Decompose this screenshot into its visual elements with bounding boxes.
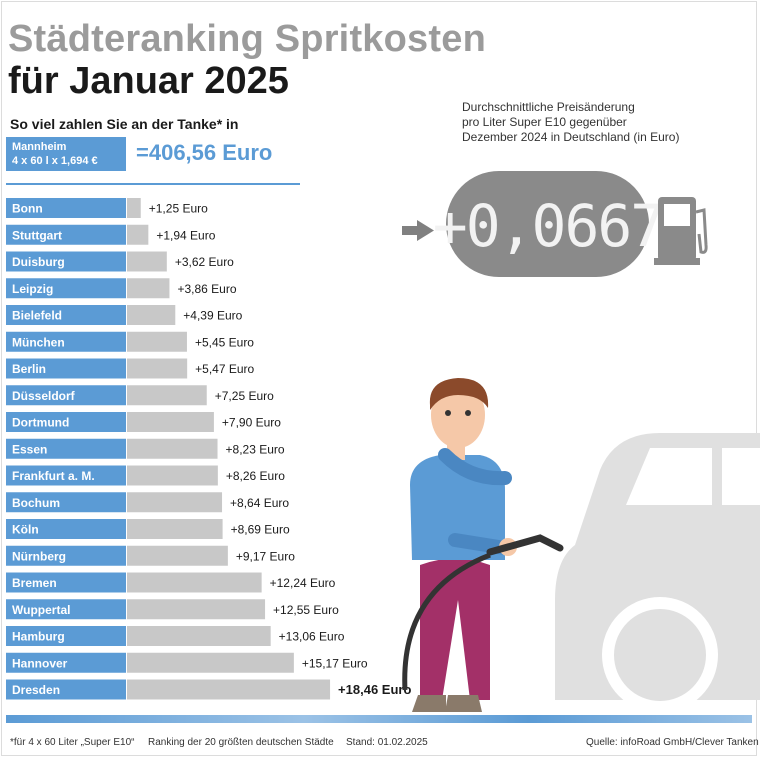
category-label: Bonn (12, 202, 43, 216)
category-label-bg (6, 305, 126, 325)
category-label: Frankfurt a. M. (12, 469, 95, 483)
value-label: +1,25 Euro (149, 202, 208, 216)
bar (127, 224, 149, 245)
category-label-bg (6, 438, 126, 459)
value-label: +8,26 Euro (226, 469, 285, 483)
category-label: München (12, 335, 65, 349)
bar (127, 278, 170, 299)
category-label-bg (6, 251, 126, 272)
category-label-bg (6, 679, 126, 700)
value-label: +15,17 Euro (302, 656, 368, 670)
category-label: Dresden (12, 683, 60, 697)
category-label-bg (6, 198, 126, 218)
bar (127, 251, 167, 272)
category-label: Düsseldorf (12, 389, 76, 403)
value-label: +8,23 Euro (226, 442, 285, 456)
date-note: Stand: 01.02.2025 (346, 737, 428, 748)
category-label: Nürnberg (12, 549, 66, 563)
value-label: +5,45 Euro (195, 335, 254, 349)
category-label-bg (6, 545, 126, 566)
title-line-1: Städteranking Spritkosten (8, 18, 486, 60)
category-label-bg (6, 465, 126, 486)
bar (127, 572, 262, 593)
value-label: +7,90 Euro (222, 416, 281, 430)
value-label: +9,17 Euro (236, 549, 295, 563)
value-label: +18,46 Euro (338, 682, 411, 697)
subtitle: So viel zahlen Sie an der Tanke* in (10, 116, 239, 132)
category-label-bg (6, 331, 126, 352)
category-label: Bremen (12, 576, 57, 590)
footnote: *für 4 x 60 Liter „Super E10“ (10, 737, 135, 748)
bar (127, 385, 207, 406)
category-label: Duisburg (12, 255, 65, 269)
category-label: Berlin (12, 362, 46, 376)
value-label: +3,86 Euro (177, 282, 236, 296)
bar (127, 626, 271, 646)
category-label: Bielefeld (12, 309, 62, 323)
value-label: +1,94 Euro (156, 228, 215, 242)
bar (127, 652, 294, 673)
category-label-bg (6, 385, 126, 406)
bar (127, 331, 187, 352)
reference-value: =406,56 Euro (136, 140, 273, 165)
caption-line-2: pro Liter Super E10 gegenüber (462, 115, 627, 129)
bar-chart: Bonn +1,25 Euro Stuttgart +1,94 Euro Duisbur… (6, 198, 411, 700)
bar (127, 519, 223, 539)
source-note: Quelle: infoRoad GmbH/Clever Tanken (586, 737, 759, 748)
category-label-bg (6, 652, 126, 673)
value-label: +7,25 Euro (215, 389, 274, 403)
category-label: Wuppertal (12, 603, 70, 617)
value-label: +13,06 Euro (279, 630, 345, 644)
caption-line-1: Durchschnittliche Preisänderung (462, 100, 635, 114)
bar (127, 679, 331, 700)
bar (127, 599, 266, 620)
category-label-bg (6, 626, 126, 646)
bar (127, 545, 228, 566)
reference-city-name: Mannheim (12, 141, 67, 153)
bar (127, 198, 141, 218)
value-label: +12,55 Euro (273, 603, 339, 617)
value-label: +8,64 Euro (230, 496, 289, 510)
category-label: Bochum (12, 496, 60, 510)
title-line-2: für Januar 2025 (8, 60, 289, 102)
category-label: Hannover (12, 656, 68, 670)
reference-formula: 4 x 60 l x 1,694 € (12, 155, 98, 167)
bar (127, 412, 214, 432)
bar (127, 305, 176, 325)
value-label: +12,24 Euro (270, 576, 336, 590)
value-label: +8,69 Euro (231, 523, 290, 537)
category-label: Leipzig (12, 282, 53, 296)
bar (127, 492, 223, 513)
category-label-bg (6, 492, 126, 513)
footer-bar (6, 715, 752, 723)
value-label: +3,62 Euro (175, 255, 234, 269)
category-label-bg (6, 572, 126, 593)
ranking-note: Ranking der 20 größten deutschen Städte (148, 737, 334, 748)
divider (6, 183, 300, 185)
bar (127, 465, 218, 486)
category-label-bg (6, 358, 126, 379)
bar (127, 438, 218, 459)
category-label: Stuttgart (12, 228, 62, 242)
category-label-bg (6, 224, 126, 245)
reference-city-box: Mannheim 4 x 60 l x 1,694 € (6, 137, 126, 171)
category-label-bg (6, 412, 126, 432)
category-label: Dortmund (12, 416, 69, 430)
category-label: Köln (12, 523, 39, 537)
category-label: Hamburg (12, 630, 65, 644)
bar (127, 358, 188, 379)
category-label: Essen (12, 442, 47, 456)
caption-line-3: Dezember 2024 in Deutschland (in Euro) (462, 130, 680, 144)
category-label-bg (6, 278, 126, 299)
category-label-bg (6, 599, 126, 620)
category-label-bg (6, 519, 126, 539)
value-label: +4,39 Euro (183, 309, 242, 323)
price-change-caption: Durchschnittliche Preisänderung pro Lite… (462, 100, 679, 145)
value-label: +5,47 Euro (195, 362, 254, 376)
